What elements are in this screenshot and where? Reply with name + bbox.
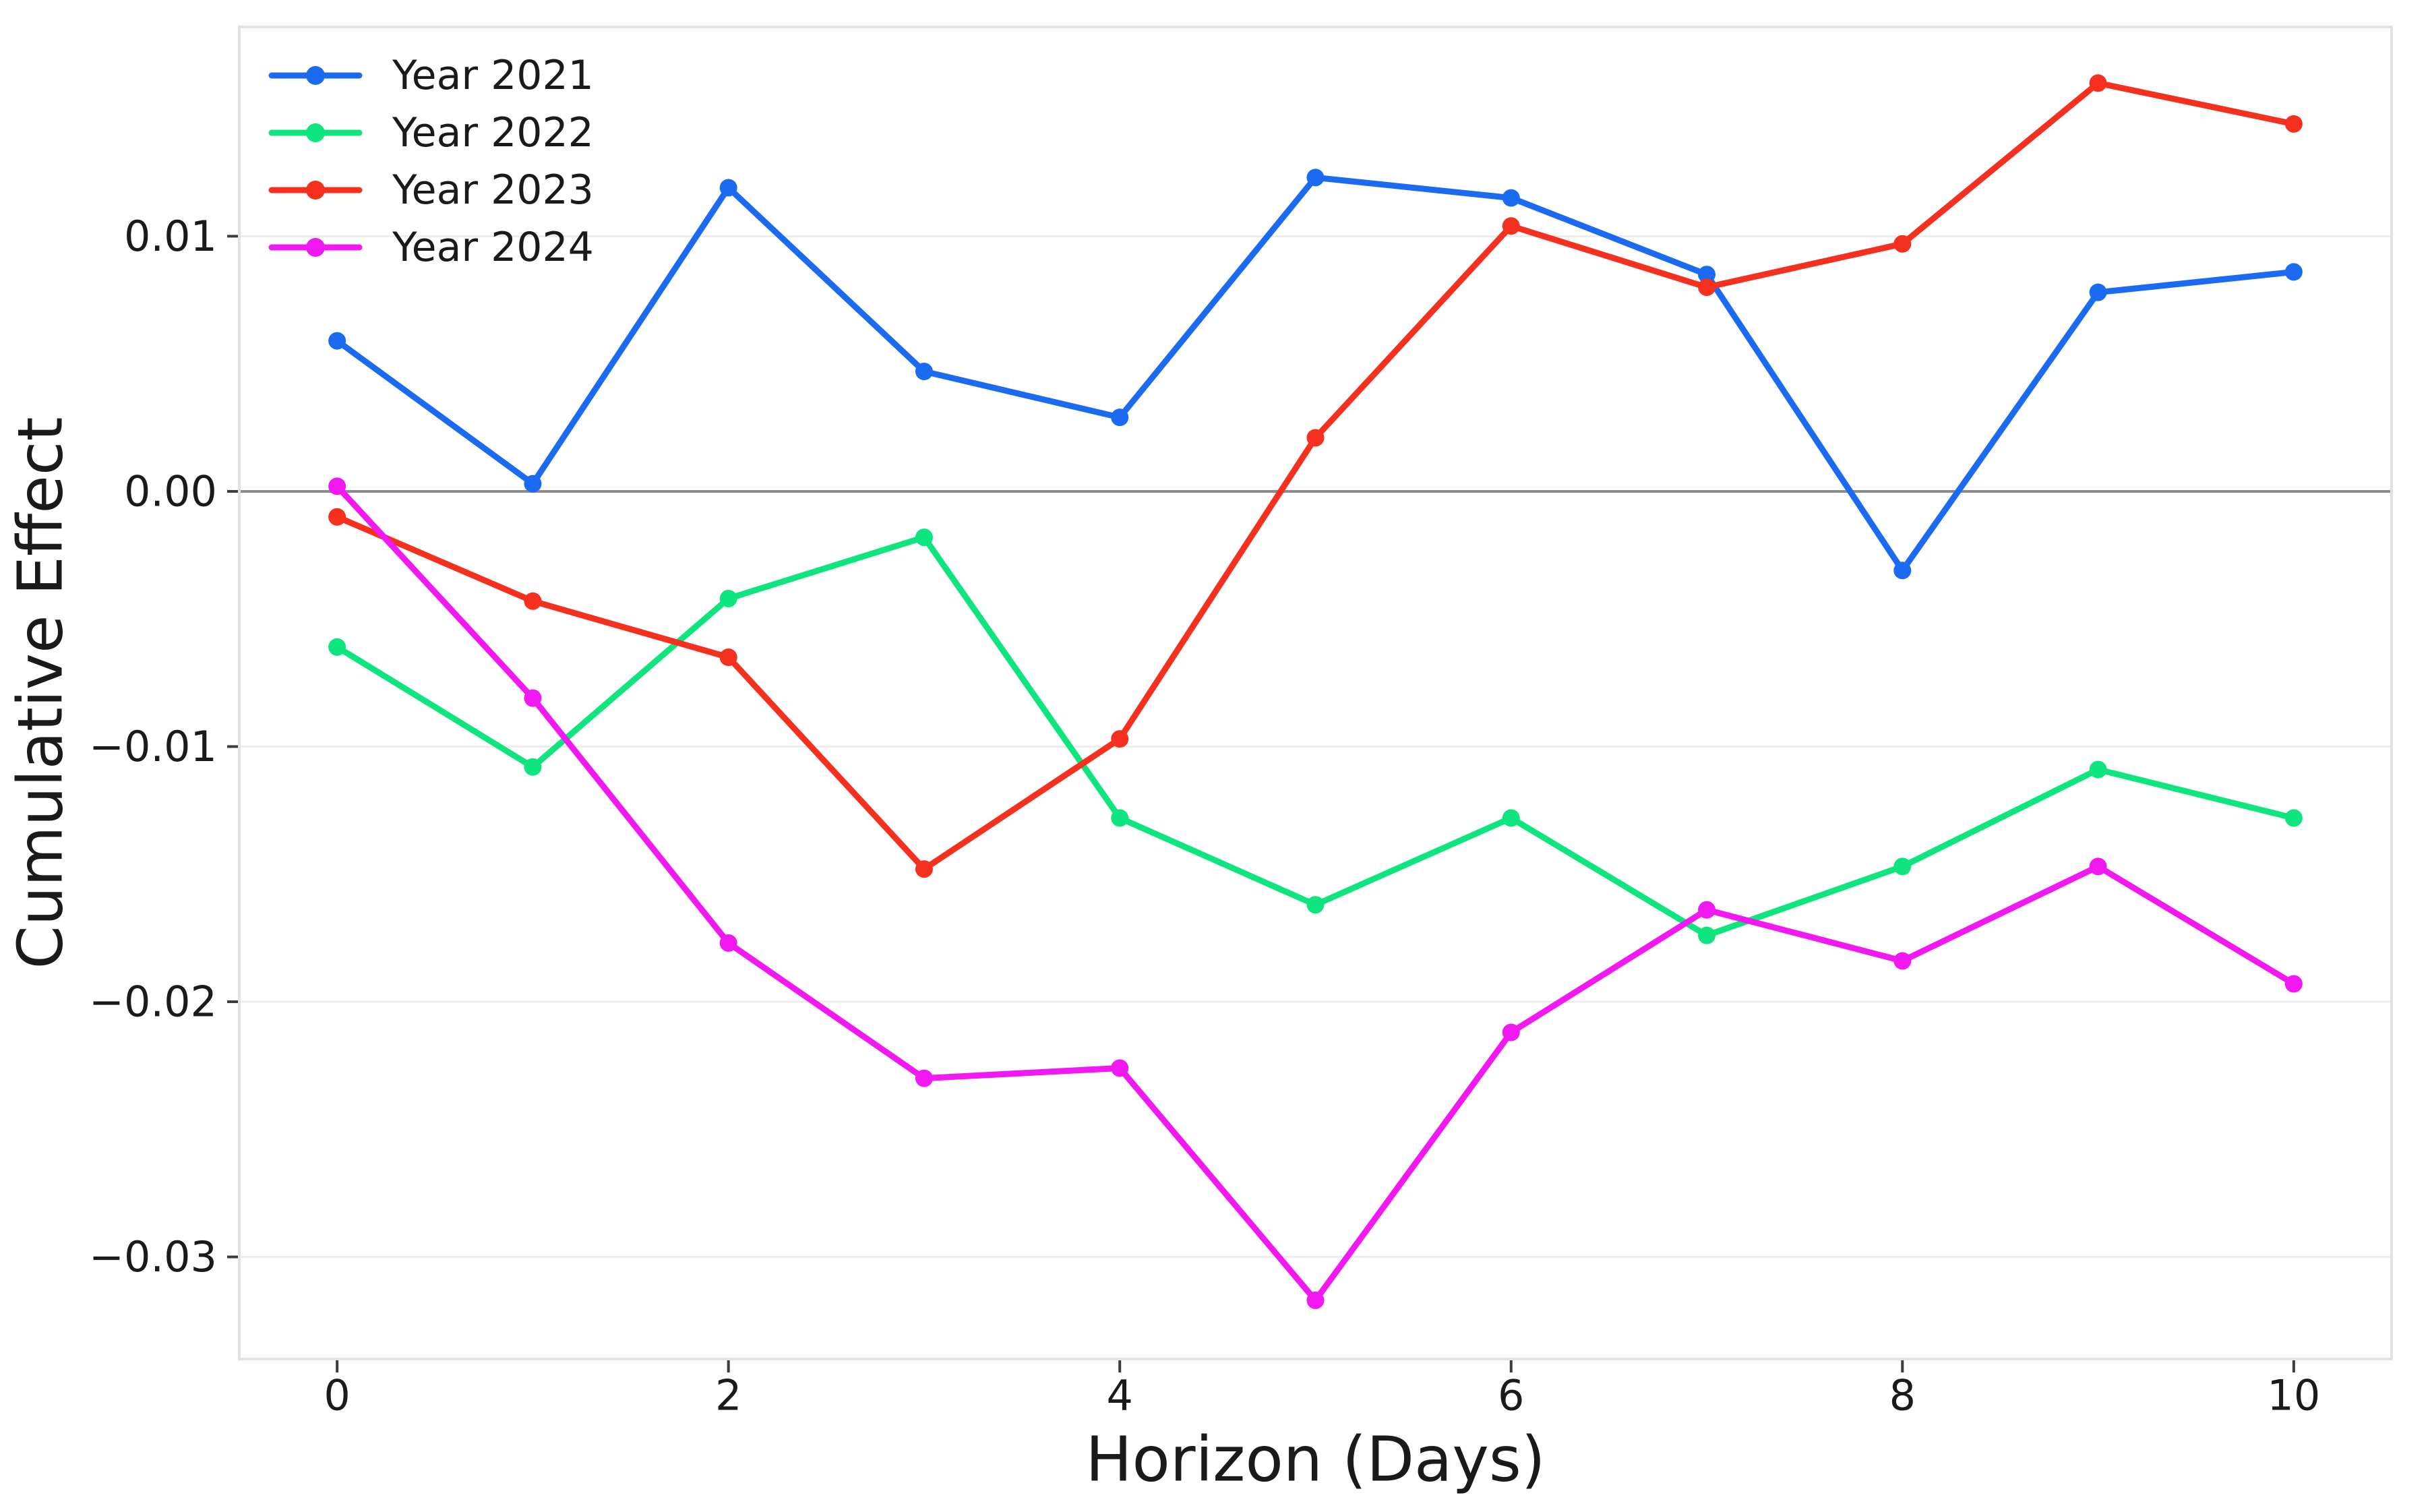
legend-label: Year 2021 (392, 52, 594, 99)
data-point-year-2021-day-0 (328, 332, 346, 350)
legend-marker (306, 181, 325, 200)
data-point-year-2022-day-0 (328, 638, 346, 656)
data-point-year-2024-day-2 (719, 934, 737, 952)
data-point-year-2023-day-5 (1306, 429, 1325, 447)
y-tick-label: 0.01 (124, 212, 217, 261)
series-year-2024 (328, 477, 2303, 1309)
data-point-year-2022-day-1 (524, 758, 542, 776)
data-point-year-2021-day-6 (1502, 189, 1520, 207)
legend-marker (306, 123, 325, 142)
data-point-year-2021-day-2 (719, 179, 737, 197)
legend-label: Year 2024 (392, 224, 594, 271)
data-point-year-2024-day-6 (1502, 1023, 1520, 1041)
data-point-year-2023-day-0 (328, 508, 346, 526)
legend-label: Year 2022 (392, 109, 594, 156)
data-point-year-2022-day-8 (1893, 857, 1912, 876)
data-point-year-2022-day-2 (719, 589, 737, 607)
legend: Year 2021 Year 2022 Year 2023 Year 2024 (268, 52, 594, 271)
data-point-year-2021-day-8 (1893, 562, 1912, 580)
y-axis-label: Cumulative Effect (5, 417, 77, 969)
data-point-year-2021-day-7 (1698, 266, 1716, 284)
data-point-year-2024-day-0 (328, 477, 346, 495)
data-point-year-2023-day-8 (1893, 235, 1912, 253)
data-point-year-2022-day-4 (1111, 809, 1129, 827)
axis-ticks: 0.01 0.00 −0.01 −0.02 −0.03 0 2 4 6 8 10 (89, 212, 2320, 1420)
legend-item-year-2022: Year 2022 (268, 109, 594, 156)
data-point-year-2024-day-8 (1893, 952, 1912, 970)
data-point-year-2023-day-6 (1502, 217, 1520, 235)
legend-marker (306, 238, 325, 257)
data-point-year-2022-day-5 (1306, 896, 1325, 914)
data-point-year-2021-day-5 (1306, 169, 1325, 187)
data-point-year-2023-day-2 (719, 648, 737, 667)
x-axis-label: Horizon (Days) (1085, 1424, 1545, 1496)
data-point-year-2022-day-10 (2284, 809, 2303, 827)
data-point-year-2023-day-1 (524, 592, 542, 610)
data-point-year-2021-day-1 (524, 475, 542, 493)
data-point-year-2024-day-10 (2284, 975, 2303, 993)
data-point-year-2023-day-3 (915, 860, 933, 878)
x-tick-label: 8 (1889, 1371, 1916, 1420)
data-point-year-2023-day-4 (1111, 730, 1129, 748)
series-year-2022 (328, 528, 2303, 944)
data-point-year-2021-day-9 (2089, 283, 2107, 301)
legend-item-year-2021: Year 2021 (268, 52, 594, 99)
series-year-2023 (328, 74, 2303, 878)
x-tick-label: 6 (1498, 1371, 1524, 1420)
data-point-year-2021-day-10 (2284, 263, 2303, 281)
x-tick-label: 2 (715, 1371, 741, 1420)
data-point-year-2024-day-3 (915, 1069, 933, 1087)
legend-item-year-2023: Year 2023 (268, 167, 594, 214)
y-tick-label: 0.00 (124, 466, 217, 516)
data-point-year-2022-day-3 (915, 528, 933, 547)
data-point-year-2023-day-7 (1698, 278, 1716, 297)
data-point-year-2022-day-9 (2089, 760, 2107, 779)
data-point-year-2024-day-7 (1698, 901, 1716, 919)
y-tick-label: −0.03 (89, 1232, 217, 1281)
series-year-2021 (328, 169, 2303, 580)
y-tick-label: −0.01 (89, 722, 217, 771)
data-point-year-2022-day-7 (1698, 926, 1716, 944)
data-point-year-2021-day-4 (1111, 409, 1129, 427)
x-tick-label: 4 (1107, 1371, 1133, 1420)
axes-spines (238, 26, 2393, 1360)
data-point-year-2023-day-10 (2284, 115, 2303, 133)
data-point-year-2024-day-1 (524, 689, 542, 707)
data-point-year-2023-day-9 (2089, 74, 2107, 92)
data-point-year-2021-day-3 (915, 363, 933, 381)
data-point-year-2022-day-6 (1502, 809, 1520, 827)
x-tick-label: 10 (2267, 1371, 2320, 1420)
y-tick-label: −0.02 (89, 977, 217, 1027)
data-point-year-2024-day-5 (1306, 1291, 1325, 1309)
legend-marker (306, 66, 325, 85)
legend-label: Year 2023 (392, 167, 594, 214)
legend-item-year-2024: Year 2024 (268, 224, 594, 271)
gridlines (239, 235, 2392, 1259)
x-tick-label: 0 (324, 1371, 350, 1420)
data-point-year-2024-day-4 (1111, 1059, 1129, 1077)
data-point-year-2024-day-9 (2089, 857, 2107, 876)
